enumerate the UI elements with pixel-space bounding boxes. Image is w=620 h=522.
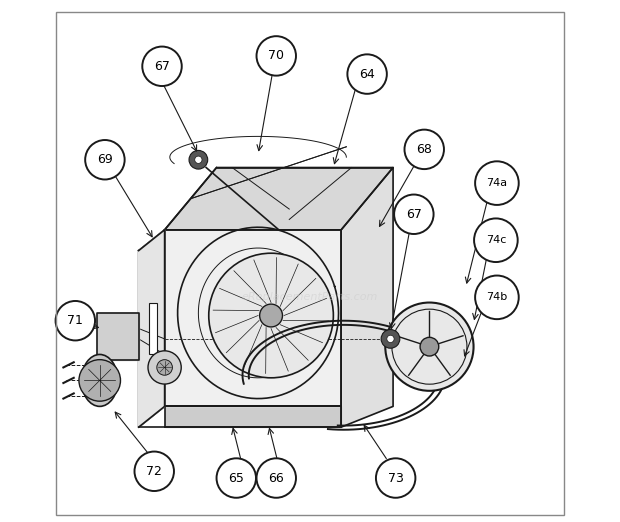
- Circle shape: [387, 335, 394, 342]
- Circle shape: [475, 161, 519, 205]
- Text: 74b: 74b: [486, 292, 508, 302]
- Circle shape: [85, 140, 125, 180]
- Text: 74c: 74c: [485, 235, 506, 245]
- Circle shape: [381, 329, 400, 348]
- Circle shape: [385, 303, 474, 391]
- Circle shape: [257, 458, 296, 498]
- Text: 65: 65: [228, 471, 244, 484]
- Ellipse shape: [82, 354, 118, 407]
- Text: 67: 67: [154, 60, 170, 73]
- Circle shape: [157, 360, 172, 375]
- Circle shape: [195, 156, 202, 163]
- Circle shape: [257, 36, 296, 76]
- Circle shape: [404, 129, 444, 169]
- Text: 64: 64: [359, 67, 375, 80]
- Polygon shape: [139, 230, 165, 427]
- Circle shape: [56, 301, 95, 340]
- Circle shape: [143, 46, 182, 86]
- Bar: [149, 303, 157, 354]
- Polygon shape: [165, 230, 341, 407]
- Circle shape: [135, 452, 174, 491]
- Text: 68: 68: [416, 143, 432, 156]
- Circle shape: [216, 458, 256, 498]
- Polygon shape: [97, 313, 139, 360]
- Circle shape: [474, 218, 518, 262]
- Polygon shape: [139, 230, 165, 427]
- Text: 69: 69: [97, 153, 113, 166]
- Circle shape: [189, 150, 208, 169]
- Circle shape: [475, 276, 519, 319]
- Circle shape: [148, 351, 181, 384]
- Circle shape: [260, 304, 283, 327]
- Text: eReplacementParts.com: eReplacementParts.com: [242, 292, 378, 302]
- Circle shape: [347, 54, 387, 94]
- Text: 72: 72: [146, 465, 162, 478]
- Polygon shape: [341, 168, 393, 427]
- Text: 73: 73: [388, 471, 404, 484]
- Text: 74a: 74a: [486, 178, 508, 188]
- Circle shape: [376, 458, 415, 498]
- Circle shape: [420, 337, 439, 356]
- Text: 71: 71: [68, 314, 83, 327]
- Polygon shape: [165, 407, 341, 427]
- Polygon shape: [165, 168, 393, 230]
- Circle shape: [394, 195, 433, 234]
- Text: 70: 70: [268, 50, 284, 63]
- Text: 66: 66: [268, 471, 284, 484]
- Circle shape: [79, 360, 120, 401]
- Circle shape: [209, 253, 334, 378]
- Text: 67: 67: [406, 208, 422, 221]
